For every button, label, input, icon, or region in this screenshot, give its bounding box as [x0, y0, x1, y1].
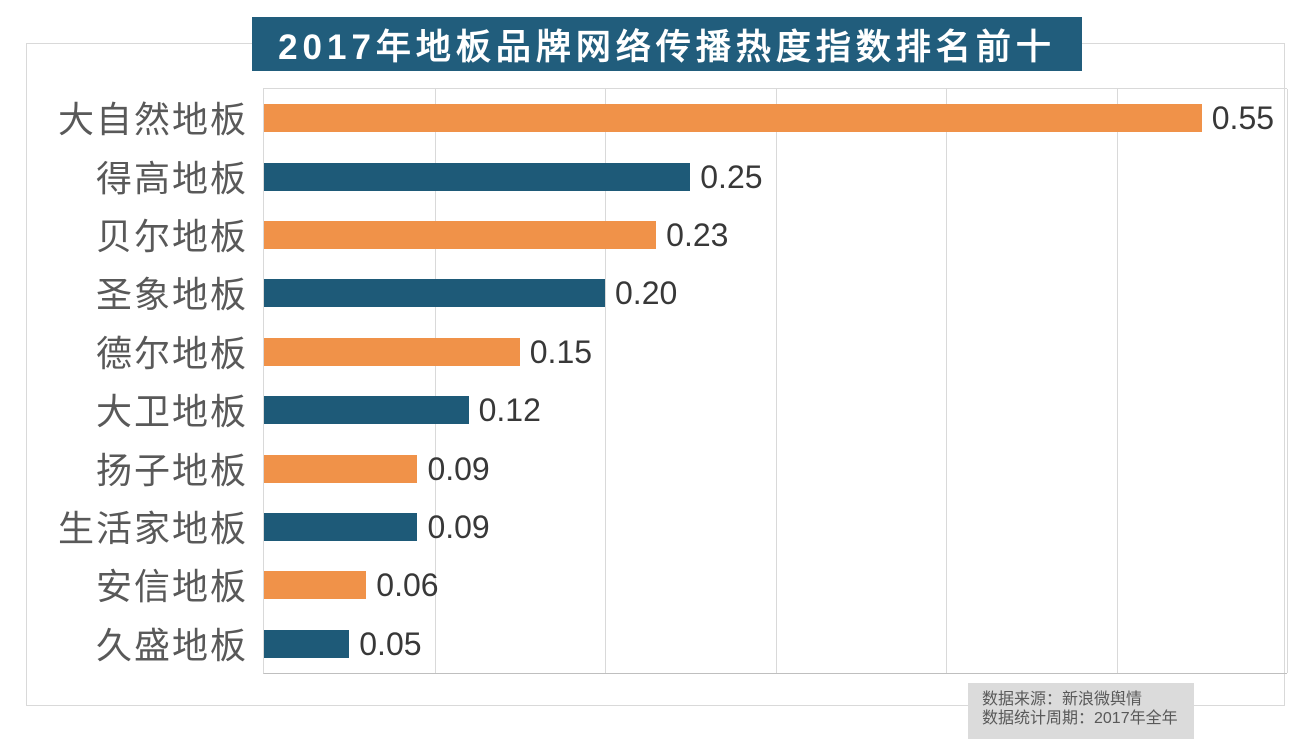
- category-label: 久盛地板: [95, 624, 248, 666]
- bar-row: 0.09: [264, 498, 1287, 556]
- value-label: 0.20: [615, 275, 678, 312]
- category-label: 扬子地板: [95, 449, 248, 491]
- category-label: 贝尔地板: [95, 216, 248, 258]
- bar-row: 0.20: [264, 264, 1287, 322]
- source-note-line1: 数据来源：新浪微舆情: [982, 691, 1143, 708]
- x-gridline: [434, 89, 436, 673]
- bar: [264, 513, 418, 542]
- bar-row: 0.25: [264, 147, 1287, 205]
- chart-title: 2017年地板品牌网络传播热度指数排名前十: [278, 27, 1056, 67]
- chart-title-banner: 2017年地板品牌网络传播热度指数排名前十: [252, 17, 1082, 71]
- chart-frame: [26, 43, 1285, 706]
- rows-layer: 0.55 0.25 0.23 0.20 0.15 0.12 0.09 0.09 0.06 0.05: [264, 89, 1287, 673]
- value-label: 0.55: [1211, 100, 1275, 137]
- value-label: 0.05: [359, 625, 422, 662]
- value-label: 0.15: [529, 333, 593, 370]
- category-label: 德尔地板: [95, 332, 248, 374]
- grid-layer: [264, 89, 1288, 673]
- bar-row: 0.05: [264, 615, 1287, 673]
- bar: [264, 396, 469, 425]
- bar-row: 0.23: [264, 206, 1287, 264]
- x-gridline: [605, 89, 606, 673]
- category-label: 大卫地板: [95, 391, 248, 433]
- category-label: 生活家地板: [57, 508, 248, 550]
- bar: [264, 454, 418, 483]
- value-label: 0.09: [427, 509, 490, 546]
- value-label: 0.12: [478, 392, 541, 429]
- source-note-line2: 数据统计周期：2017年全年: [982, 710, 1178, 727]
- bar: [264, 571, 367, 600]
- value-label: 0.23: [666, 217, 729, 254]
- category-label: 大自然地板: [57, 99, 248, 141]
- category-labels: 大自然地板得高地板贝尔地板圣象地板德尔地板大卫地板扬子地板生活家地板安信地板久盛…: [26, 88, 248, 672]
- x-gridline: [775, 89, 777, 673]
- value-label: 0.06: [376, 567, 439, 604]
- bar-row: 0.15: [264, 323, 1287, 381]
- x-gridline: [1116, 89, 1118, 673]
- bar-row: 0.09: [264, 439, 1287, 497]
- x-gridline: [946, 89, 947, 673]
- value-label: 0.25: [700, 158, 763, 195]
- category-label: 圣象地板: [95, 274, 248, 316]
- bar-row: 0.12: [264, 381, 1287, 439]
- bar: [264, 162, 691, 191]
- bar: [264, 629, 350, 658]
- bar-row: 0.06: [264, 556, 1287, 614]
- bar: [264, 279, 605, 308]
- bar-row: 0.55: [264, 89, 1287, 147]
- category-label: 安信地板: [95, 566, 248, 608]
- source-note: 数据来源：新浪微舆情 数据统计周期：2017年全年: [968, 683, 1194, 739]
- plot-area: 0.55 0.25 0.23 0.20 0.15 0.12 0.09 0.09 0.06 0.05: [263, 88, 1288, 674]
- bar: [264, 337, 520, 366]
- value-label: 0.09: [427, 450, 490, 487]
- bar: [264, 221, 657, 250]
- bar: [264, 104, 1202, 133]
- x-gridline: [1287, 89, 1288, 673]
- category-label: 得高地板: [95, 157, 248, 199]
